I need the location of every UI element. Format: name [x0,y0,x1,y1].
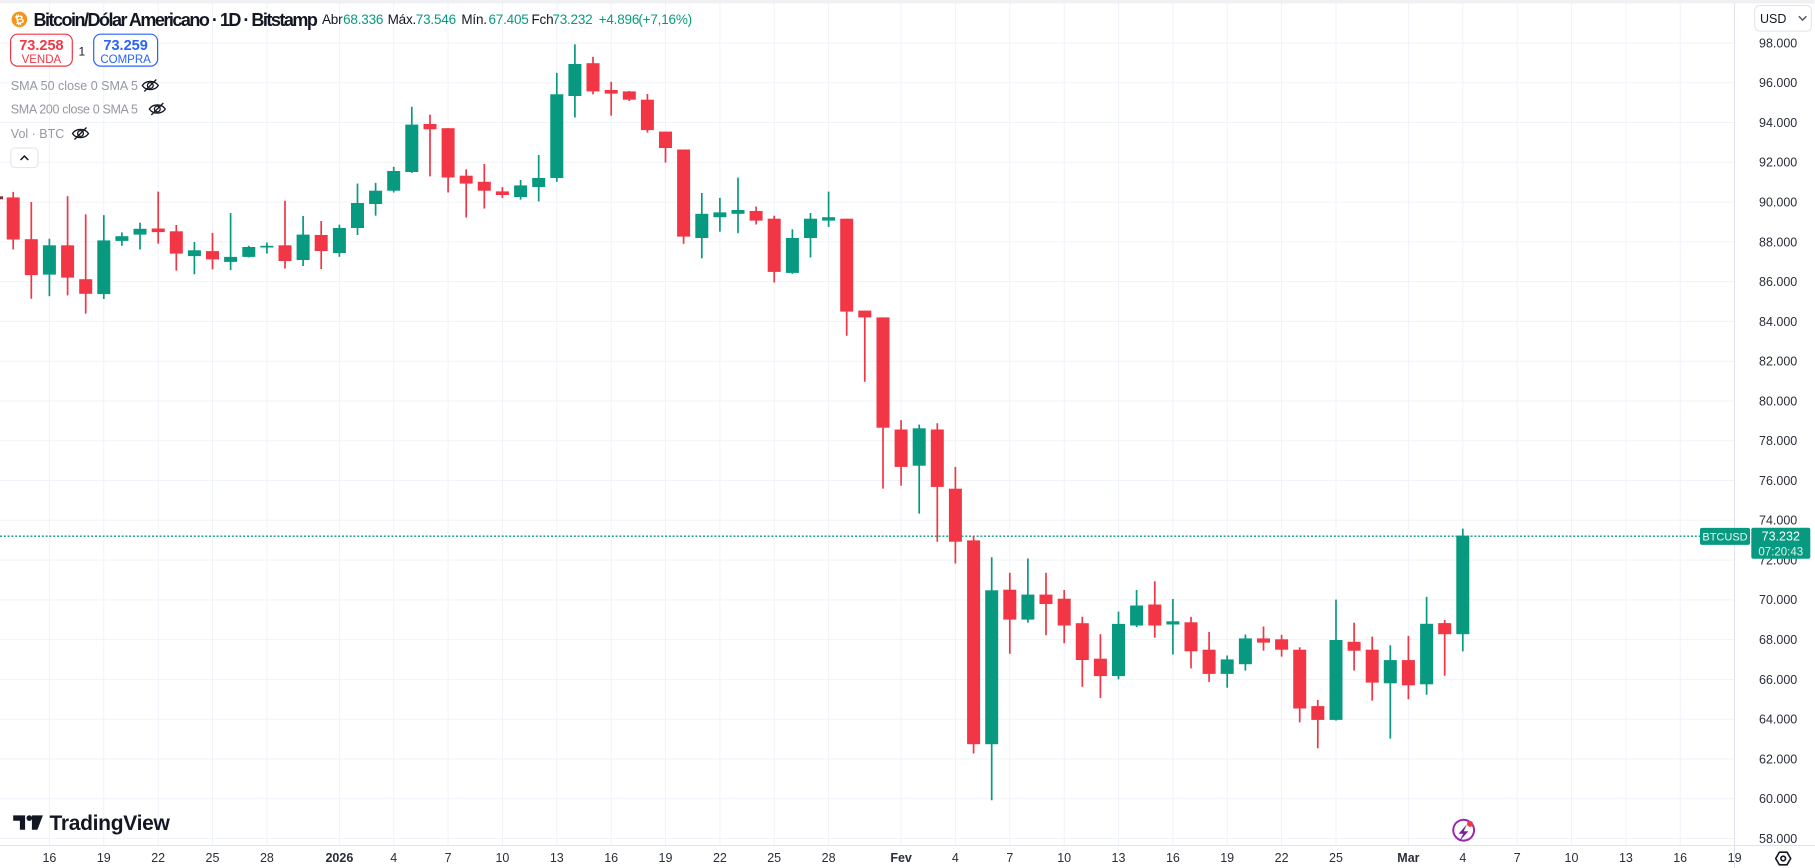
svg-text:90.000: 90.000 [1759,196,1797,210]
svg-text:60.000: 60.000 [1759,792,1797,806]
svg-text:28: 28 [260,851,274,865]
svg-text:10: 10 [1565,851,1579,865]
svg-text:VENDA: VENDA [22,54,62,66]
svg-text:73.258: 73.258 [19,38,63,54]
svg-text:66.000: 66.000 [1759,673,1797,687]
svg-text:16: 16 [1673,851,1687,865]
svg-text:SMA 200 close 0 SMA 5: SMA 200 close 0 SMA 5 [11,102,138,116]
svg-text:4: 4 [1459,851,1466,865]
svg-text:Mar: Mar [1397,851,1419,865]
svg-text:₿: ₿ [14,14,26,28]
svg-text:BTCUSD: BTCUSD [1702,531,1747,543]
svg-text:COMPRA: COMPRA [100,54,151,66]
svg-text:Fch: Fch [532,12,554,27]
svg-text:25: 25 [1329,851,1343,865]
svg-text:62.000: 62.000 [1759,752,1797,766]
svg-text:88.000: 88.000 [1759,235,1797,249]
svg-text:22: 22 [151,851,165,865]
svg-text:Bitcoin/Dólar Americano · 1D ·: Bitcoin/Dólar Americano · 1D · Bitstamp [34,10,318,30]
svg-text:4: 4 [390,851,397,865]
svg-text:16: 16 [604,851,618,865]
svg-text:22: 22 [1275,851,1289,865]
svg-text:76.000: 76.000 [1759,474,1797,488]
svg-text:4: 4 [952,851,959,865]
svg-text:19: 19 [1728,851,1742,865]
svg-text:07:20:43: 07:20:43 [1758,547,1803,559]
svg-text:28: 28 [822,851,836,865]
svg-text:68.336: 68.336 [343,12,383,27]
svg-text:96.000: 96.000 [1759,76,1797,90]
svg-text:13: 13 [1112,851,1126,865]
svg-text:(+7,16%): (+7,16%) [638,12,692,27]
svg-text:94.000: 94.000 [1759,116,1797,130]
svg-text:80.000: 80.000 [1759,394,1797,408]
svg-text:25: 25 [206,851,220,865]
svg-text:73.232: 73.232 [1762,530,1800,544]
svg-text:13: 13 [1619,851,1633,865]
svg-text:7: 7 [1514,851,1521,865]
svg-text:+4.896: +4.896 [599,12,639,27]
svg-text:Máx.: Máx. [388,12,416,27]
svg-text:7: 7 [445,851,452,865]
svg-text:Abr: Abr [322,12,343,27]
svg-text:78.000: 78.000 [1759,434,1797,448]
svg-text:70.000: 70.000 [1759,593,1797,607]
svg-text:58.000: 58.000 [1759,832,1797,846]
svg-text:19: 19 [97,851,111,865]
svg-text:84.000: 84.000 [1759,315,1797,329]
svg-text:82.000: 82.000 [1759,355,1797,369]
svg-text:86.000: 86.000 [1759,275,1797,289]
svg-text:73.232: 73.232 [552,12,592,27]
svg-text:73.546: 73.546 [416,12,456,27]
svg-text:SMA 50 close 0 SMA 5: SMA 50 close 0 SMA 5 [11,79,138,93]
svg-text:16: 16 [42,851,56,865]
svg-text:64.000: 64.000 [1759,713,1797,727]
svg-text:Fev: Fev [890,851,912,865]
svg-text:TradingView: TradingView [50,812,171,835]
svg-text:92.000: 92.000 [1759,156,1797,170]
svg-text:1: 1 [78,45,85,59]
svg-text:74.000: 74.000 [1759,514,1797,528]
svg-text:22: 22 [713,851,727,865]
svg-text:16: 16 [1166,851,1180,865]
svg-text:67.405: 67.405 [489,12,529,27]
svg-text:Mín.: Mín. [461,12,486,27]
svg-text:73.259: 73.259 [103,38,147,54]
svg-text:68.000: 68.000 [1759,633,1797,647]
svg-text:25: 25 [767,851,781,865]
svg-text:98.000: 98.000 [1759,36,1797,50]
svg-text:10: 10 [495,851,509,865]
svg-text:19: 19 [1220,851,1234,865]
svg-text:7: 7 [1006,851,1013,865]
svg-text:13: 13 [550,851,564,865]
svg-text:USD: USD [1760,12,1786,26]
svg-text:19: 19 [659,851,673,865]
svg-text:Vol · BTC: Vol · BTC [11,127,65,141]
svg-text:10: 10 [1057,851,1071,865]
svg-text:2026: 2026 [325,851,353,865]
